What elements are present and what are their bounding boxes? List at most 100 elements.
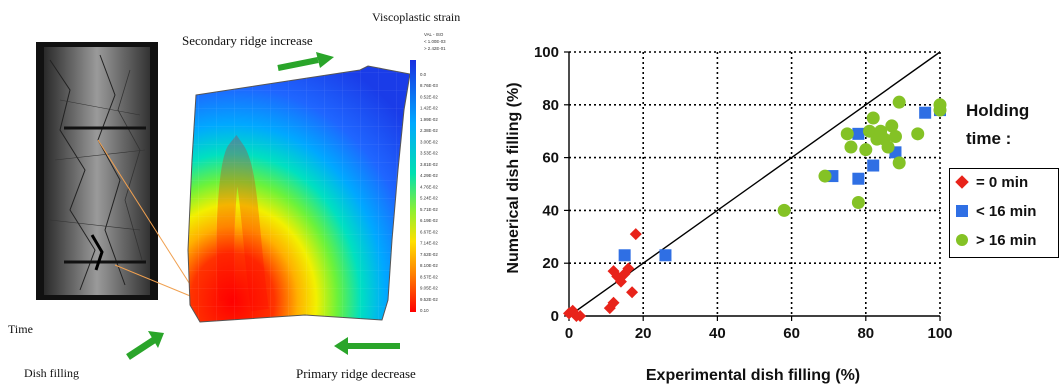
data-point-circle <box>840 127 854 141</box>
data-point-circle <box>859 143 873 157</box>
data-point-circle <box>777 203 791 217</box>
time-label: Time <box>8 322 33 336</box>
y-axis-label: Numerical dish filling (%) <box>505 82 522 273</box>
legend-title-line2: time : <box>966 129 1012 148</box>
colorbar-header-text: > 2.42E-01 <box>424 46 446 51</box>
square-marker-icon <box>956 205 968 217</box>
colorbar-tick-label: 9.52E-02 <box>420 297 438 302</box>
legend-title-line1: Holding <box>966 101 1030 120</box>
colorbar-tick-label: 4.29E-02 <box>420 173 438 178</box>
colorbar-title: Viscoplastic strain <box>372 10 461 24</box>
data-point-circle <box>911 127 925 141</box>
colorbar-header: VAL - ISO < 1.00E-03 > 2.42E-01 <box>424 32 446 51</box>
circle-marker-icon <box>956 234 968 246</box>
simulation-figure-art: 0.0 8.76E-03 0.52E-02 1.42E-02 1.99E-02 2.38E… <box>36 32 446 360</box>
colorbar-tick-label: 0.52E-02 <box>420 94 438 99</box>
legend-label: = 0 min <box>976 173 1029 191</box>
colorbar-tick-label: 7.62E-02 <box>420 252 438 257</box>
specimen-photo <box>36 42 158 300</box>
tick-labels: 0 20 40 60 80 100 0 20 40 60 80 100 <box>534 44 953 342</box>
data-point-circle <box>888 129 902 143</box>
data-points <box>563 95 947 322</box>
colorbar-tick-label: 0.10 <box>420 308 429 313</box>
x-tick-label: 80 <box>857 325 874 342</box>
colorbar-tick-label: 6.19E-02 <box>420 218 438 223</box>
legend-item-0min: = 0 min <box>955 171 1029 193</box>
y-tick-label: 20 <box>542 255 559 272</box>
data-point-square <box>852 172 865 185</box>
x-tick-label: 100 <box>927 325 952 342</box>
data-point-circle <box>892 156 906 170</box>
data-point-circle <box>844 140 858 154</box>
y-tick-label: 0 <box>551 308 559 325</box>
data-point-square <box>919 106 932 119</box>
green-arrow-icon-secondary <box>277 52 334 71</box>
secondary-ridge-label: Secondary ridge increase <box>182 33 313 48</box>
colorbar-tick-label: 5.71E-02 <box>420 207 438 212</box>
colorbar-tick-label: 8.10E-02 <box>420 263 438 268</box>
colorbar-tick-label: 7.14E-02 <box>420 241 438 246</box>
colorbar-tick-label: 8.76E-03 <box>420 83 438 88</box>
data-point-diamond <box>618 267 631 280</box>
x-tick-label: 0 <box>565 325 573 342</box>
colorbar-tick-label: 0.0 <box>420 72 427 77</box>
x-axis-label: Experimental dish filling (%) <box>646 367 860 384</box>
colorbar-tick-label: 3.53E-02 <box>420 151 438 156</box>
colorbar-tick-label: 9.05E-02 <box>420 286 438 291</box>
legend-item-gt16min: > 16 min <box>956 229 1036 251</box>
data-point-diamond <box>629 228 642 241</box>
legend-label: < 16 min <box>976 202 1037 220</box>
diamond-marker-icon <box>955 175 969 189</box>
data-point-diamond <box>607 296 620 309</box>
green-arrow-icon-primary <box>334 337 400 355</box>
colorbar-header-text: VAL - ISO <box>424 32 444 37</box>
y-tick-label: 60 <box>542 150 559 167</box>
y-tick-label: 100 <box>534 44 559 61</box>
colorbar-tick-label: 1.99E-02 <box>420 117 438 122</box>
leader-lines <box>97 139 201 301</box>
colorbar-tick-label: 1.42E-02 <box>420 106 438 111</box>
dish-filling-label: Dish filling <box>24 366 80 380</box>
colorbar <box>410 60 416 312</box>
green-arrow-icon-dish <box>126 331 164 360</box>
simulation-figure: 0.0 8.76E-03 0.52E-02 1.42E-02 1.99E-02 2.38E… <box>0 0 500 387</box>
x-tick-label: 40 <box>709 325 726 342</box>
y-tick-label: 80 <box>542 97 559 114</box>
legend-item-lt16min: < 16 min <box>956 200 1036 222</box>
strain-contour-plot <box>187 65 411 323</box>
chart-grid <box>569 51 941 316</box>
primary-ridge-label: Primary ridge decrease <box>296 366 416 381</box>
data-point-square <box>659 249 672 262</box>
colorbar-tick-label: 4.76E-02 <box>420 184 438 189</box>
data-point-square <box>867 159 880 172</box>
chart-legend: = 0 min < 16 min > 16 min <box>949 168 1059 258</box>
data-point-circle <box>885 119 899 133</box>
data-point-diamond <box>574 310 587 322</box>
data-point-diamond <box>607 265 620 278</box>
chart-axes <box>564 51 941 321</box>
data-point-circle <box>851 195 865 209</box>
colorbar-tick-label: 8.57E-02 <box>420 274 438 279</box>
legend-label: > 16 min <box>976 231 1037 249</box>
y-tick-label: 40 <box>542 202 559 219</box>
data-point-diamond <box>622 262 635 275</box>
colorbar-tick-label: 2.38E-02 <box>420 128 438 133</box>
data-point-square <box>852 127 865 140</box>
data-point-diamond <box>626 286 639 299</box>
data-point-circle <box>818 169 832 183</box>
x-tick-label: 20 <box>635 325 652 342</box>
colorbar-header-text: < 1.00E-03 <box>424 39 446 44</box>
colorbar-ticks: 0.0 8.76E-03 0.52E-02 1.42E-02 1.99E-02 2.38E… <box>420 72 438 313</box>
data-point-diamond <box>566 304 579 317</box>
data-point-circle <box>881 140 895 154</box>
colorbar-tick-label: 3.00E-02 <box>420 139 438 144</box>
colorbar-tick-label: 6.67E-02 <box>420 229 438 234</box>
scatter-chart: 0 20 40 60 80 100 0 20 40 60 80 100 Experimental di… <box>500 0 1060 387</box>
data-point-square <box>618 249 631 262</box>
data-point-circle <box>866 111 880 125</box>
colorbar-tick-label: 5.24E-02 <box>420 196 438 201</box>
scatter-chart-svg: 0 20 40 60 80 100 0 20 40 60 80 100 Experimental di… <box>505 44 953 384</box>
x-tick-label: 60 <box>783 325 800 342</box>
data-point-circle <box>892 95 906 109</box>
data-point-circle <box>933 103 947 117</box>
